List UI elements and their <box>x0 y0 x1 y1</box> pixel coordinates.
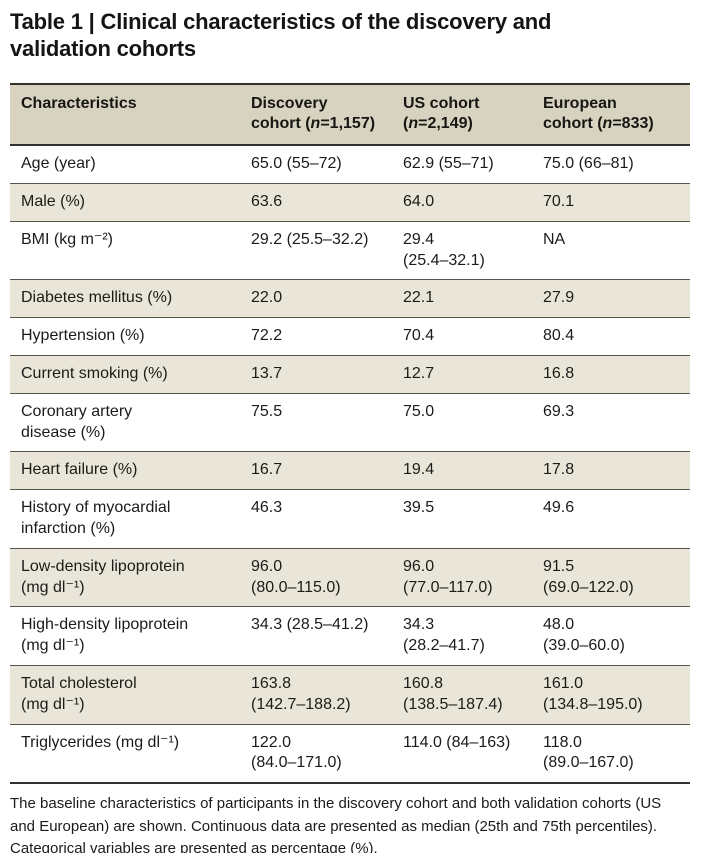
cell-european: 49.6 <box>532 489 690 549</box>
row-label: Coronary artery disease (%) <box>10 392 240 452</box>
cell-us: 114.0 (84–163) <box>392 723 532 784</box>
cell-european: 48.0 (39.0–60.0) <box>532 606 690 666</box>
cell-discovery: 65.0 (55–72) <box>240 145 392 184</box>
cell-us: 12.7 <box>392 355 532 394</box>
cell-us: 39.5 <box>392 489 532 549</box>
header-row: Characteristics Discovery cohort (n=1,15… <box>10 83 690 147</box>
row-label: Current smoking (%) <box>10 355 240 394</box>
column-header-european-cohort: European cohort (n=833) <box>532 83 690 147</box>
cell-discovery: 22.0 <box>240 279 392 318</box>
row-label: Male (%) <box>10 183 240 222</box>
cell-european: 69.3 <box>532 392 690 452</box>
cell-us: 62.9 (55–71) <box>392 145 532 184</box>
table-row-heart-failure: Heart failure (%) 16.7 19.4 17.8 <box>10 451 690 490</box>
column-header-characteristics: Characteristics <box>10 83 240 147</box>
cell-discovery: 96.0 (80.0–115.0) <box>240 547 392 607</box>
cell-discovery: 29.2 (25.5–32.2) <box>240 220 392 280</box>
table-header: Characteristics Discovery cohort (n=1,15… <box>10 83 690 147</box>
cell-us: 64.0 <box>392 183 532 222</box>
cell-european: 75.0 (66–81) <box>532 145 690 184</box>
cell-european: 70.1 <box>532 183 690 222</box>
cell-discovery: 75.5 <box>240 392 392 452</box>
row-label: Hypertension (%) <box>10 317 240 356</box>
cell-european: 17.8 <box>532 451 690 490</box>
table-row-hdl: High-density lipoprotein (mg dl⁻¹) 34.3 … <box>10 606 690 666</box>
cell-us: 70.4 <box>392 317 532 356</box>
table-row-smoking: Current smoking (%) 13.7 12.7 16.8 <box>10 355 690 394</box>
cell-discovery: 122.0 (84.0–171.0) <box>240 723 392 784</box>
page-title: Table 1 | Clinical characteristics of th… <box>10 9 552 61</box>
column-header-label: =2,149) <box>418 115 473 133</box>
column-header-label: Characteristics <box>21 94 137 112</box>
column-header-us-cohort: US cohort (n=2,149) <box>392 83 532 147</box>
column-header-label: US cohort ( <box>403 94 480 133</box>
row-label: Triglycerides (mg dl⁻¹) <box>10 723 240 784</box>
column-header-discovery-cohort: Discovery cohort (n=1,157) <box>240 83 392 147</box>
row-label: History of myocardial infarction (%) <box>10 489 240 549</box>
cell-discovery: 34.3 (28.5–41.2) <box>240 606 392 666</box>
table-row-hypertension: Hypertension (%) 72.2 70.4 80.4 <box>10 317 690 356</box>
n-symbol: n <box>408 115 419 133</box>
cell-us: 29.4 (25.4–32.1) <box>392 220 532 280</box>
row-label: Diabetes mellitus (%) <box>10 279 240 318</box>
cell-european: 80.4 <box>532 317 690 356</box>
cell-us: 96.0 (77.0–117.0) <box>392 547 532 607</box>
cell-european: NA <box>532 220 690 280</box>
cell-us: 160.8 (138.5–187.4) <box>392 665 532 725</box>
cell-us: 75.0 <box>392 392 532 452</box>
row-label: Total cholesterol (mg dl⁻¹) <box>10 665 240 725</box>
table-row-male: Male (%) 63.6 64.0 70.1 <box>10 183 690 222</box>
n-symbol: n <box>310 115 321 133</box>
clinical-characteristics-table: Characteristics Discovery cohort (n=1,15… <box>10 82 690 785</box>
cell-european: 16.8 <box>532 355 690 394</box>
row-label: Age (year) <box>10 145 240 184</box>
table-row-myocardial-infarction: History of myocardial infarction (%) 46.… <box>10 489 690 549</box>
cell-us: 34.3 (28.2–41.7) <box>392 606 532 666</box>
table-row-age: Age (year) 65.0 (55–72) 62.9 (55–71) 75.… <box>10 145 690 184</box>
cell-discovery: 163.8 (142.7–188.2) <box>240 665 392 725</box>
cell-discovery: 13.7 <box>240 355 392 394</box>
table-row-ldl: Low-density lipoprotein (mg dl⁻¹) 96.0 (… <box>10 547 690 607</box>
cell-discovery: 16.7 <box>240 451 392 490</box>
column-header-label: Discovery cohort ( <box>251 94 328 133</box>
cell-discovery: 46.3 <box>240 489 392 549</box>
row-label: High-density lipoprotein (mg dl⁻¹) <box>10 606 240 666</box>
n-symbol: n <box>602 115 613 133</box>
row-label: BMI (kg m⁻²) <box>10 220 240 280</box>
table-row-triglycerides: Triglycerides (mg dl⁻¹) 122.0 (84.0–171.… <box>10 723 690 784</box>
cell-discovery: 72.2 <box>240 317 392 356</box>
column-header-label: =833) <box>612 115 654 133</box>
table-row-bmi: BMI (kg m⁻²) 29.2 (25.5–32.2) 29.4 (25.4… <box>10 220 690 280</box>
cell-us: 19.4 <box>392 451 532 490</box>
column-header-label: =1,157) <box>320 115 376 133</box>
cell-european: 118.0 (89.0–167.0) <box>532 723 690 784</box>
cell-discovery: 63.6 <box>240 183 392 222</box>
cell-european: 91.5 (69.0–122.0) <box>532 547 690 607</box>
table-body: Age (year) 65.0 (55–72) 62.9 (55–71) 75.… <box>10 145 690 784</box>
cell-us: 22.1 <box>392 279 532 318</box>
table-footnote: The baseline characteristics of particip… <box>10 795 662 853</box>
table-row-diabetes: Diabetes mellitus (%) 22.0 22.1 27.9 <box>10 279 690 318</box>
column-header-label: European cohort ( <box>543 94 617 133</box>
cell-european: 161.0 (134.8–195.0) <box>532 665 690 725</box>
row-label: Heart failure (%) <box>10 451 240 490</box>
table-row-total-cholesterol: Total cholesterol (mg dl⁻¹) 163.8 (142.7… <box>10 665 690 725</box>
row-label: Low-density lipoprotein (mg dl⁻¹) <box>10 547 240 607</box>
table-row-coronary-artery-disease: Coronary artery disease (%) 75.5 75.0 69… <box>10 392 690 452</box>
cell-european: 27.9 <box>532 279 690 318</box>
